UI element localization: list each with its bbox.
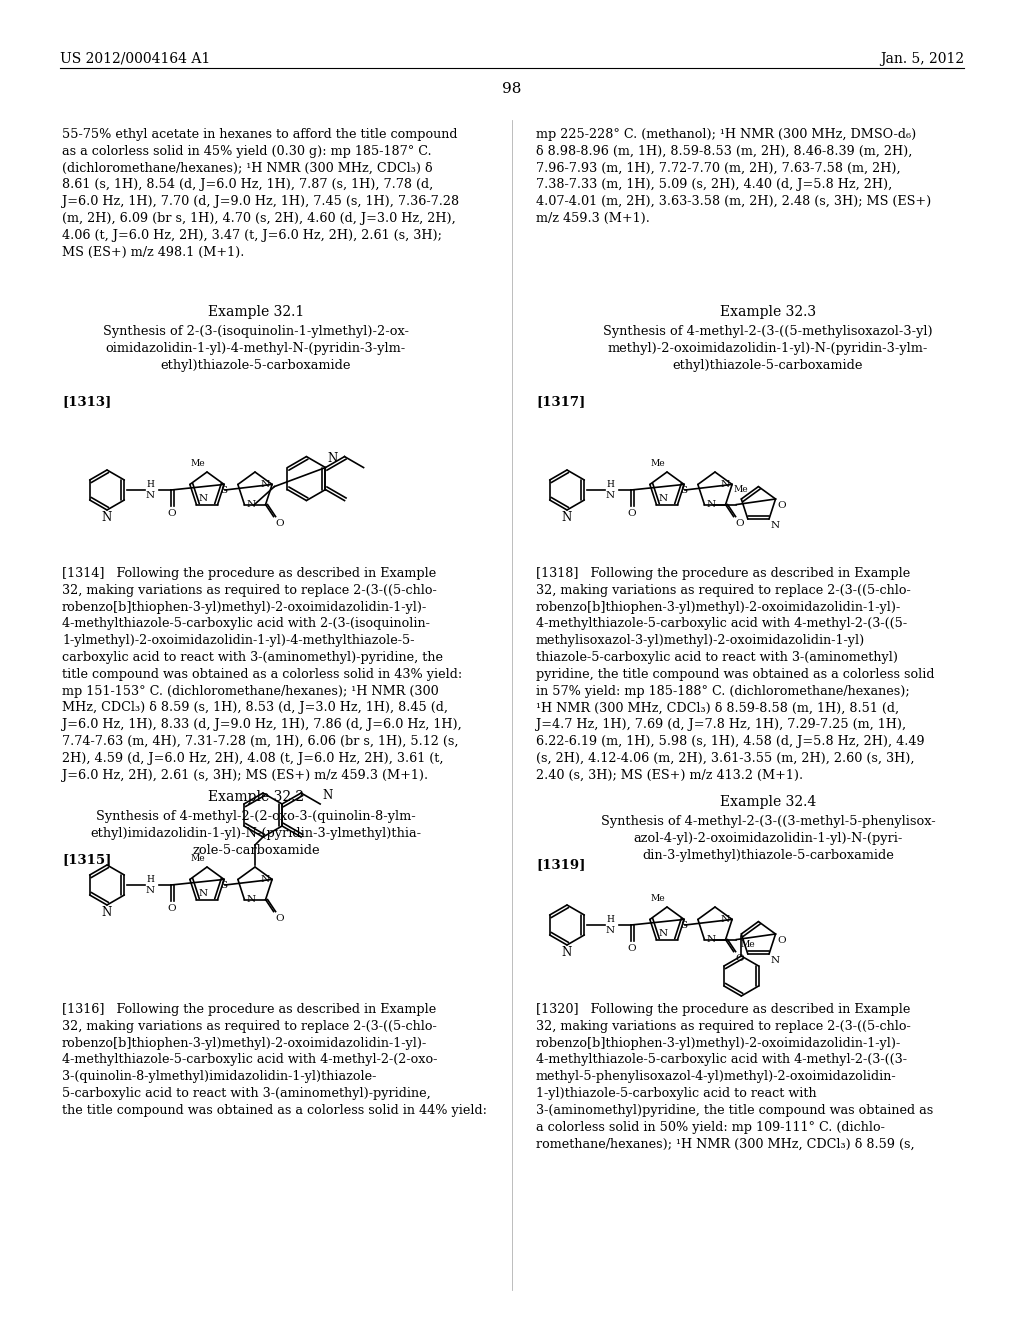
Text: N: N xyxy=(247,500,256,510)
Text: O: O xyxy=(628,944,636,953)
Text: Synthesis of 4-methyl-2-(3-((3-methyl-5-phenylisox-
azol-4-yl)-2-oxoimidazolidin: Synthesis of 4-methyl-2-(3-((3-methyl-5-… xyxy=(601,814,935,862)
Text: 55-75% ethyl acetate in hexanes to afford the title compound
as a colorless soli: 55-75% ethyl acetate in hexanes to affor… xyxy=(62,128,459,259)
Text: [1320]   Following the procedure as described in Example
32, making variations a: [1320] Following the procedure as descri… xyxy=(536,1003,933,1151)
Text: [1316]   Following the procedure as described in Example
32, making variations a: [1316] Following the procedure as descri… xyxy=(62,1003,487,1117)
Text: N: N xyxy=(707,500,716,510)
Text: S: S xyxy=(681,921,688,931)
Text: Example 32.1: Example 32.1 xyxy=(208,305,304,319)
Text: H: H xyxy=(606,480,613,488)
Text: N: N xyxy=(562,946,572,960)
Text: N: N xyxy=(146,491,155,500)
Text: O: O xyxy=(275,519,285,528)
Text: Example 32.2: Example 32.2 xyxy=(208,789,304,804)
Text: N: N xyxy=(101,906,112,919)
Text: [1317]: [1317] xyxy=(536,395,586,408)
Text: Synthesis of 4-methyl-2-(3-((5-methylisoxazol-3-yl)
methyl)-2-oxoimidazolidin-1-: Synthesis of 4-methyl-2-(3-((5-methyliso… xyxy=(603,325,933,372)
Text: Me: Me xyxy=(190,459,205,469)
Text: N: N xyxy=(199,494,208,503)
Text: S: S xyxy=(220,487,227,495)
Text: O: O xyxy=(735,953,744,962)
Text: N: N xyxy=(771,956,780,965)
Text: N: N xyxy=(707,935,716,944)
Text: O: O xyxy=(275,913,285,923)
Text: Synthesis of 4-methyl-2-(2-oxo-3-(quinolin-8-ylm-
ethyl)imidazolidin-1-yl)-N-(py: Synthesis of 4-methyl-2-(2-oxo-3-(quinol… xyxy=(90,810,422,857)
Text: N: N xyxy=(721,480,730,488)
Text: S: S xyxy=(220,882,227,891)
Text: N: N xyxy=(101,511,112,524)
Text: Me: Me xyxy=(190,854,205,863)
Text: Example 32.4: Example 32.4 xyxy=(720,795,816,809)
Text: N: N xyxy=(721,915,730,924)
Text: N: N xyxy=(658,928,668,937)
Text: US 2012/0004164 A1: US 2012/0004164 A1 xyxy=(60,51,210,66)
Text: [1318]   Following the procedure as described in Example
32, making variations a: [1318] Following the procedure as descri… xyxy=(536,568,935,781)
Text: Synthesis of 2-(3-(isoquinolin-1-ylmethyl)-2-ox-
oimidazolidin-1-yl)-4-methyl-N-: Synthesis of 2-(3-(isoquinolin-1-ylmethy… xyxy=(103,325,409,372)
Text: N: N xyxy=(199,888,208,898)
Text: S: S xyxy=(681,487,688,495)
Text: N: N xyxy=(606,491,615,500)
Text: N: N xyxy=(658,494,668,503)
Text: O: O xyxy=(777,502,786,510)
Text: Me: Me xyxy=(650,459,665,469)
Text: Me: Me xyxy=(650,894,665,903)
Text: Jan. 5, 2012: Jan. 5, 2012 xyxy=(880,51,964,66)
Text: Me: Me xyxy=(740,940,755,949)
Text: N: N xyxy=(146,886,155,895)
Text: N: N xyxy=(562,511,572,524)
Text: [1313]: [1313] xyxy=(62,395,112,408)
Text: O: O xyxy=(628,510,636,517)
Text: N: N xyxy=(261,480,270,488)
Text: H: H xyxy=(146,480,154,488)
Text: 98: 98 xyxy=(503,82,521,96)
Text: N: N xyxy=(261,875,270,884)
Text: N: N xyxy=(247,895,256,904)
Text: N: N xyxy=(323,789,333,803)
Text: [1319]: [1319] xyxy=(536,858,586,871)
Text: [1315]: [1315] xyxy=(62,853,112,866)
Text: O: O xyxy=(735,519,744,528)
Text: Me: Me xyxy=(734,484,749,494)
Text: mp 225-228° C. (methanol); ¹H NMR (300 MHz, DMSO-d₆)
δ 8.98-8.96 (m, 1H), 8.59-8: mp 225-228° C. (methanol); ¹H NMR (300 M… xyxy=(536,128,931,224)
Text: O: O xyxy=(777,936,786,945)
Text: Example 32.3: Example 32.3 xyxy=(720,305,816,319)
Text: [1314]   Following the procedure as described in Example
32, making variations a: [1314] Following the procedure as descri… xyxy=(62,568,462,781)
Text: O: O xyxy=(168,904,176,913)
Text: H: H xyxy=(606,915,613,924)
Text: H: H xyxy=(146,875,154,884)
Text: N: N xyxy=(328,451,338,465)
Text: O: O xyxy=(168,510,176,517)
Text: N: N xyxy=(606,927,615,935)
Text: N: N xyxy=(771,521,780,531)
